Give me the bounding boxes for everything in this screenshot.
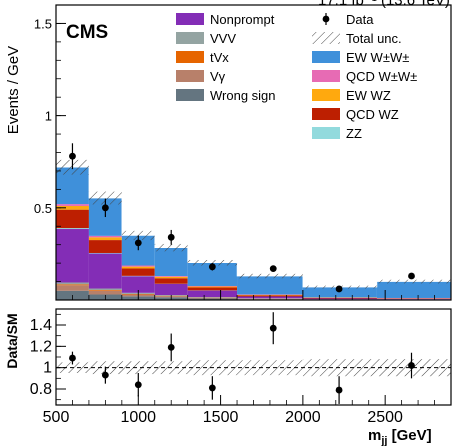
- bar-nonprompt-bin-4: [188, 291, 237, 297]
- bar-qcd-w-w--bin-2: [122, 266, 155, 267]
- bar-qcd-w-w--bin-1: [89, 236, 122, 237]
- bar-zz-bin-0: [56, 228, 89, 229]
- legend-label-ew-wz: EW WZ: [346, 88, 391, 103]
- bar-qcd-wz-bin-6: [303, 298, 377, 299]
- ratio-ytick-label-2: 1.2: [30, 338, 52, 355]
- bar-v--bin-0: [56, 285, 89, 291]
- legend-label-qcd-wz: QCD WZ: [346, 107, 399, 122]
- experiment-label: CMS: [66, 22, 108, 43]
- ratio-xtick-label-2: 1500: [203, 409, 239, 426]
- ratio-xtick-label-3: 2000: [285, 409, 321, 426]
- legend-label-wrong-sign: Wrong sign: [210, 88, 276, 103]
- bar-vvv-bin-1: [89, 289, 122, 290]
- legend: Nonprompt VVV tVx Vγ Wrong sign Data Total unc…: [176, 12, 417, 141]
- data-point-7: [408, 273, 415, 280]
- data-point-6: [336, 286, 343, 293]
- ratio-ytick-label-0: 0.8: [30, 381, 52, 398]
- data-point-1: [102, 204, 109, 211]
- total-unc-bin-7: [377, 280, 451, 284]
- ratio-point-3: [168, 344, 175, 351]
- bar-ew-wz-bin-1: [89, 237, 122, 240]
- legend-label-ew-w-w-: EW W±W±: [346, 50, 409, 65]
- ratio-point-1: [102, 372, 109, 379]
- bar-tvx-bin-1: [89, 290, 122, 291]
- bar-ew-wz-bin-4: [188, 287, 237, 288]
- legend-swatch-ew-w-w-: [312, 51, 340, 63]
- bar-ew-wz-bin-3: [155, 277, 188, 278]
- bar-nonprompt-bin-6: [303, 299, 377, 300]
- bar-zz-bin-1: [89, 253, 122, 254]
- ratio-y-axis-label: Data/SM: [4, 313, 20, 368]
- bar-qcd-w-w--bin-4: [188, 286, 237, 287]
- legend-label-data: Data: [346, 12, 374, 27]
- bar-nonprompt-bin-3: [155, 284, 188, 295]
- main-ytick-label-1: 1: [45, 109, 52, 124]
- legend-label-zz: ZZ: [346, 126, 362, 141]
- bar-ew-w-w--bin-3: [155, 248, 188, 276]
- x-axis-label: mjj [GeV]: [368, 427, 432, 446]
- main-ytick-label-0: 0.5: [34, 201, 52, 216]
- legend-label-nonprompt: Nonprompt: [210, 12, 275, 27]
- ratio-point-6: [336, 387, 343, 394]
- bar-v--bin-1: [89, 291, 122, 295]
- bar-tvx-bin-0: [56, 284, 89, 285]
- ratio-panel: 0.8 1 1.2 1.4 500 1000 1500 2000 2500: [30, 309, 451, 426]
- bar-nonprompt-bin-1: [89, 254, 122, 289]
- bar-qcd-wz-bin-2: [122, 268, 155, 275]
- ratio-xtick-label-1: 1000: [120, 409, 156, 426]
- bar-qcd-wz-bin-4: [188, 287, 237, 290]
- bar-nonprompt-bin-0: [56, 229, 89, 282]
- bar-nonprompt-bin-7: [377, 299, 451, 300]
- legend-swatch-ew-wz: [312, 89, 340, 101]
- legend-swatch-vvv: [176, 32, 204, 44]
- legend-swatch-wrong-sign: [176, 89, 204, 101]
- ratio-xtick-label-0: 500: [43, 409, 70, 426]
- ratio-point-5: [270, 325, 277, 332]
- bar-ew-wz-bin-2: [122, 267, 155, 269]
- bar-vvv-bin-4: [188, 297, 237, 298]
- legend-label-v-: Vγ: [210, 69, 226, 84]
- data-point-2: [135, 239, 142, 246]
- bar-qcd-w-w--bin-3: [155, 276, 188, 277]
- legend-unc-swatch: [312, 32, 340, 44]
- ratio-point-0: [69, 355, 76, 362]
- legend-data-marker: [323, 16, 330, 23]
- y-axis-label: Events / GeV: [5, 46, 22, 134]
- legend-swatch-tvx: [176, 51, 204, 63]
- ratio-ytick-label-3: 1.4: [30, 317, 52, 334]
- legend-swatch-zz: [312, 127, 340, 139]
- bar-qcd-w-w--bin-0: [56, 204, 89, 206]
- legend-label-qcd-w-w-: QCD W±W±: [346, 69, 417, 84]
- bar-ew-w-w--bin-7: [377, 282, 451, 298]
- legend-label-vvv: VVV: [210, 31, 236, 46]
- bar-qcd-wz-bin-0: [56, 210, 89, 228]
- data-point-3: [168, 234, 175, 241]
- ratio-point-2: [135, 381, 142, 388]
- bar-qcd-wz-bin-1: [89, 240, 122, 253]
- legend-swatch-nonprompt: [176, 13, 204, 25]
- legend-swatch-qcd-w-w-: [312, 70, 340, 82]
- legend-swatch-v-: [176, 70, 204, 82]
- ratio-ytick-label-1: 1: [43, 360, 52, 377]
- data-point-5: [270, 265, 277, 272]
- ratio-xtick-label-4: 2500: [367, 409, 403, 426]
- total-unc-bin-3: [155, 244, 188, 251]
- legend-swatch-qcd-wz: [312, 108, 340, 120]
- data-point-4: [209, 263, 216, 270]
- bar-ew-w-w--bin-5: [237, 276, 303, 294]
- legend-label-tvx: tVx: [210, 50, 229, 65]
- bar-vvv-bin-0: [56, 282, 89, 284]
- ratio-point-7: [408, 362, 415, 369]
- ratio-point-4: [209, 385, 216, 392]
- total-unc-bin-5: [237, 274, 303, 278]
- legend-label-total-unc-: Total unc.: [346, 31, 402, 46]
- bar-qcd-wz-bin-3: [155, 278, 188, 284]
- data-point-0: [69, 153, 76, 160]
- main-ytick-label-2: 1.5: [34, 16, 52, 31]
- bar-v--bin-4: [188, 298, 237, 299]
